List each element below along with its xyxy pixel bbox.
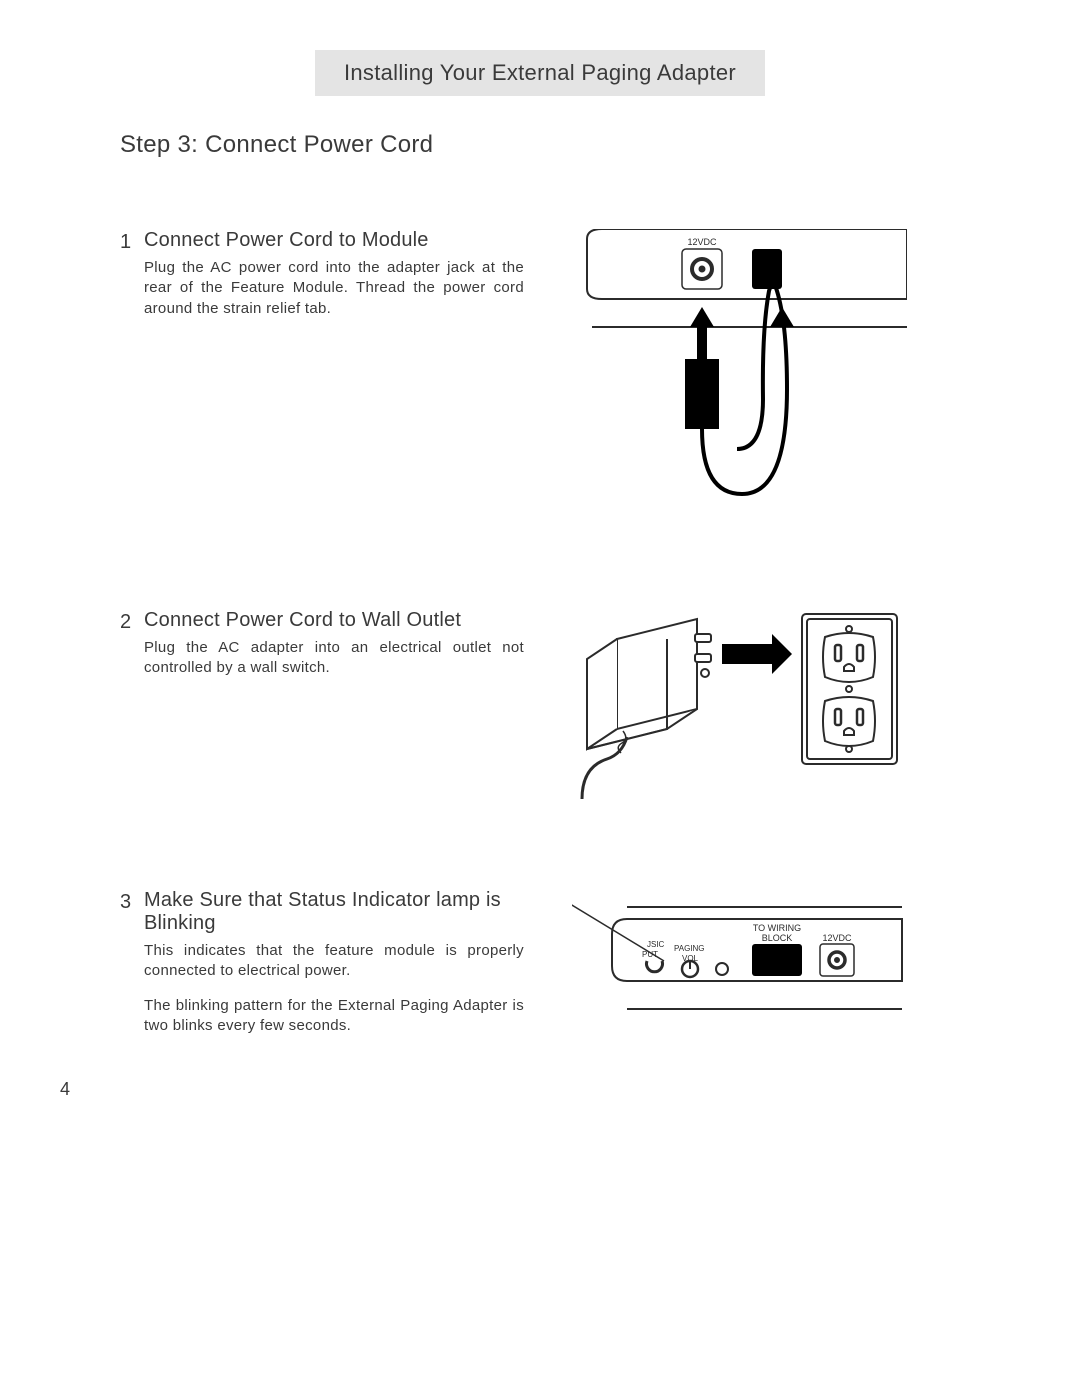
section-2-text: Connect Power Cord to Wall Outlet Plug t… xyxy=(144,609,524,693)
label-towiring: TO WIRING xyxy=(753,923,801,933)
module-power-diagram: 12VDC xyxy=(577,229,907,529)
section-1-text: Connect Power Cord to Module Plug the AC… xyxy=(144,229,524,333)
header-text: Installing Your External Paging Adapter xyxy=(344,60,736,85)
section-3-title: Make Sure that Status Indicator lamp is … xyxy=(144,889,524,935)
section-2-figure xyxy=(524,609,960,809)
page: Installing Your External Paging Adapter … xyxy=(0,0,1080,1180)
section-3-num: 3 xyxy=(120,889,144,914)
section-3-body: This indicates that the feature module i… xyxy=(144,941,524,1036)
section-2-para-1: Plug the AC adapter into an electrical o… xyxy=(144,638,524,679)
section-2-body: Plug the AC adapter into an electrical o… xyxy=(144,638,524,679)
wall-outlet-diagram xyxy=(577,609,907,809)
section-1: 1 Connect Power Cord to Module Plug the … xyxy=(120,229,960,529)
header-band: Installing Your External Paging Adapter xyxy=(315,50,765,96)
section-2-num: 2 xyxy=(120,609,144,634)
page-number: 4 xyxy=(60,1079,960,1100)
section-2: 2 Connect Power Cord to Wall Outlet Plug… xyxy=(120,609,960,809)
label-block: BLOCK xyxy=(762,933,793,943)
section-1-body: Plug the AC power cord into the adapter … xyxy=(144,258,524,319)
label-put: PUT xyxy=(642,950,658,959)
label-paging: PAGING xyxy=(674,944,705,953)
section-1-title: Connect Power Cord to Module xyxy=(144,229,524,252)
section-3-para-1: This indicates that the feature module i… xyxy=(144,941,524,982)
section-3-para-2: The blinking pattern for the External Pa… xyxy=(144,996,524,1037)
section-3-figure: TO WIRING BLOCK 12VDC JSIC PUT PAGING VO… xyxy=(524,889,960,1059)
step-title: Step 3: Connect Power Cord xyxy=(120,131,960,159)
section-1-num: 1 xyxy=(120,229,144,254)
section-3-text: Make Sure that Status Indicator lamp is … xyxy=(144,889,524,1050)
section-1-figure: 12VDC xyxy=(524,229,960,529)
section-2-title: Connect Power Cord to Wall Outlet xyxy=(144,609,524,632)
label-12vdc: 12VDC xyxy=(687,237,717,247)
status-panel-diagram: TO WIRING BLOCK 12VDC JSIC PUT PAGING VO… xyxy=(572,889,912,1059)
label-12vdc-2: 12VDC xyxy=(822,933,852,943)
section-3: 3 Make Sure that Status Indicator lamp i… xyxy=(120,889,960,1059)
label-jsic: JSIC xyxy=(647,940,665,949)
section-1-para-1: Plug the AC power cord into the adapter … xyxy=(144,258,524,319)
